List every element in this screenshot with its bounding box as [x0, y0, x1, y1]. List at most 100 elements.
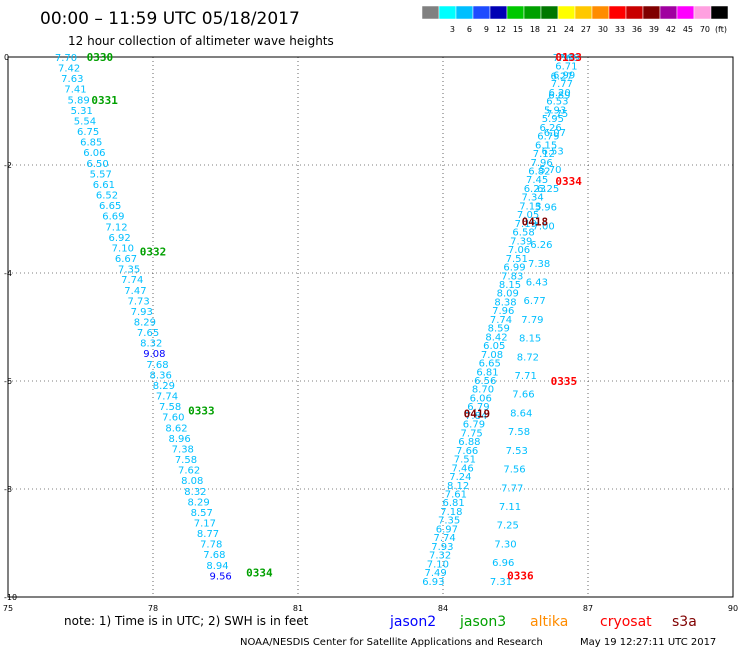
wave-height-value: 5.89: [67, 95, 89, 106]
wave-height-value: 7.46: [452, 463, 474, 474]
pass-number-label: 0334: [555, 175, 582, 188]
wave-height-value: 9.08: [143, 349, 165, 360]
wave-height-value: 6.79: [537, 132, 559, 143]
y-tick-label: -4: [4, 269, 12, 278]
colorbar-label: 21: [547, 25, 557, 34]
wave-height-value: 6.96: [492, 558, 514, 569]
wave-height-value: 6.52: [96, 191, 118, 202]
wave-height-value: 8.38: [494, 297, 516, 308]
wave-height-value: 6.88: [458, 437, 480, 448]
wave-height-value: 7.60: [162, 413, 184, 424]
satellite-legend-jason2: jason2: [389, 614, 436, 630]
y-tick-label: -10: [4, 593, 17, 602]
wave-height-value: 7.32: [429, 551, 451, 562]
axis-ticks: 75 78 81 84 87 90 0 -2 -4 -6 -8 -10: [3, 53, 738, 613]
wave-height-value: 7.68: [203, 550, 225, 561]
wave-height-value: 7.31: [490, 577, 512, 588]
wave-height-value: 7.30: [494, 539, 516, 550]
wave-height-value: 7.73: [127, 296, 149, 307]
colorbar-label: 27: [581, 25, 591, 34]
x-tick-label: 78: [148, 604, 158, 613]
footer-credit: NOAA/NESDIS Center for Satellite Applica…: [240, 637, 543, 648]
wave-height-value: 5.57: [90, 169, 112, 180]
colorbar-swatch: [472, 5, 491, 20]
colorbar-label: 33: [615, 25, 625, 34]
wave-height-value: 8.64: [510, 408, 532, 419]
pass-number-label: 0332: [140, 245, 167, 258]
colorbar-label: 9: [484, 25, 489, 34]
wave-height-value: 7.77: [501, 483, 523, 494]
colorbar-label: 18: [530, 25, 540, 34]
x-tick-label: 81: [293, 604, 303, 613]
wave-height-value: 7.62: [178, 466, 200, 477]
wave-height-value: 7.93: [431, 542, 453, 553]
satellite-legend: jason2 jason3 altika cryosat s3a: [389, 614, 697, 630]
colorbar-swatch: [557, 5, 576, 20]
wave-height-value: 7.35: [438, 516, 460, 527]
wave-height-value: 7.49: [424, 568, 446, 579]
wave-height-value: 6.99: [503, 263, 525, 274]
colorbar-swatch: [574, 5, 593, 20]
wave-height-value: 9.56: [210, 571, 232, 582]
wave-height-value: 8.94: [206, 561, 228, 572]
colorbar-label: 36: [632, 25, 642, 34]
wave-height-value: 8.29: [153, 381, 175, 392]
y-tick-label: -2: [4, 161, 12, 170]
y-tick-label: -6: [4, 377, 12, 386]
colorbar-swatch: [659, 5, 678, 20]
colorbar-swatch: [506, 5, 525, 20]
x-tick-label: 90: [728, 604, 738, 613]
wave-height-value: 6.69: [102, 212, 124, 223]
wave-height-value: 5.95: [542, 114, 564, 125]
wave-height-value: 7.66: [456, 446, 478, 457]
wave-height-value: 6.61: [93, 180, 115, 191]
colorbar-label: 45: [683, 25, 693, 34]
wave-height-value: 7.68: [146, 360, 168, 371]
wave-height-value: 8.57: [191, 508, 213, 519]
wave-height-value: 7.18: [440, 507, 462, 518]
wave-height-value: 6.07: [544, 128, 566, 139]
colorbar-swatch: [693, 5, 712, 20]
colorbar-swatch: [710, 5, 729, 20]
wave-height-value: 5.70: [539, 165, 561, 176]
wave-height-value: 7.12: [533, 149, 555, 160]
wave-height-tracks: 7.707.427.637.415.895.315.546.756.856.06…: [55, 53, 580, 588]
colorbar-swatch: [455, 5, 474, 20]
wave-height-value: 7.06: [508, 245, 530, 256]
wave-height-value: 6.53: [541, 147, 563, 158]
wave-height-value: 7.93: [131, 307, 153, 318]
wave-height-value: 7.70: [55, 53, 77, 64]
wave-height-value: 7.12: [105, 222, 127, 233]
color-scale-legend: 3 6 9 12 15 18 21 24 27 30 33 36 39 42 45 70 (ft): [421, 5, 729, 34]
x-tick-label: 75: [3, 604, 13, 613]
wave-height-value: 7.71: [515, 371, 537, 382]
wave-height-value: 7.74: [433, 533, 455, 544]
wave-height-value: 5.96: [535, 203, 557, 214]
wave-height-value: 6.67: [115, 254, 137, 265]
wave-height-value: 6.23: [524, 184, 546, 195]
wave-height-value: 6.65: [99, 201, 121, 212]
colorbar-label: 70: [700, 25, 710, 34]
wave-height-value: 7.63: [61, 74, 83, 85]
wave-height-value: 7.13: [519, 201, 541, 212]
colorbar-swatch: [625, 5, 644, 20]
wave-height-value: 8.59: [488, 324, 510, 335]
wave-height-value: 7.10: [427, 559, 449, 570]
colorbar-swatch: [438, 5, 457, 20]
wave-height-value: 6.89: [548, 90, 570, 101]
colorbar-swatch: [421, 5, 440, 20]
wave-height-value: 8.12: [447, 481, 469, 492]
wave-height-value: 7.39: [510, 236, 532, 247]
wave-height-value: 8.08: [181, 476, 203, 487]
plot-grid: [8, 57, 733, 597]
wave-height-value: 8.77: [197, 529, 219, 540]
wave-height-value: 8.36: [150, 370, 172, 381]
pass-number-label: 0418: [522, 216, 549, 229]
wave-height-value: 8.72: [517, 352, 539, 363]
pass-number-label: 0133: [555, 51, 582, 64]
wave-height-value: 6.58: [512, 228, 534, 239]
wave-height-value: 7.74: [156, 392, 178, 403]
colorbar-swatch: [676, 5, 695, 20]
wave-height-value: 7.24: [449, 472, 471, 483]
